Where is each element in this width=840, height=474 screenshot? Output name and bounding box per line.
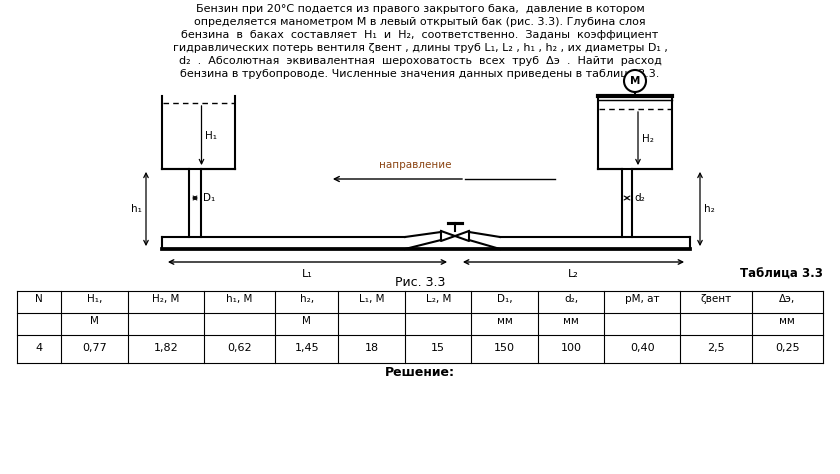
Text: H₂, М: H₂, М (152, 294, 180, 304)
Circle shape (624, 70, 646, 92)
Text: h₂,: h₂, (300, 294, 314, 304)
Text: бензина в трубопроводе. Численные значения данных приведены в таблице 3.3.: бензина в трубопроводе. Численные значен… (181, 69, 659, 79)
Text: H₂: H₂ (642, 134, 654, 144)
Text: d₂,: d₂, (564, 294, 578, 304)
Text: бензина  в  баках  составляет  H₁  и  H₂,  соответственно.  Заданы  коэффициент: бензина в баках составляет H₁ и H₂, соот… (181, 30, 659, 40)
Text: мм: мм (564, 316, 579, 326)
Text: 2,5: 2,5 (707, 343, 725, 353)
Text: 18: 18 (365, 343, 379, 353)
Text: d₂  .  Абсолютная  эквивалентная  шероховатость  всех  труб  Δэ  .  Найти  расхо: d₂ . Абсолютная эквивалентная шероховато… (179, 56, 661, 66)
Text: L₁, М: L₁, М (359, 294, 385, 304)
Text: 4: 4 (35, 343, 43, 353)
Text: М: М (302, 316, 311, 326)
Text: Таблица 3.3: Таблица 3.3 (740, 268, 823, 281)
Text: N: N (35, 294, 43, 304)
Text: Решение:: Решение: (385, 366, 455, 379)
Text: Бензин при 20°С подается из правого закрытого бака,  давление в котором: Бензин при 20°С подается из правого закр… (196, 4, 644, 14)
Text: М: М (630, 76, 640, 86)
Text: D₁,: D₁, (497, 294, 512, 304)
Text: Δэ,: Δэ, (780, 294, 795, 304)
Text: ζвент: ζвент (701, 294, 732, 304)
Text: 100: 100 (561, 343, 582, 353)
Text: направление: направление (379, 160, 451, 170)
Text: мм: мм (496, 316, 512, 326)
Text: L₁: L₁ (302, 269, 312, 279)
Text: Рис. 3.3: Рис. 3.3 (395, 276, 445, 289)
Text: 0,62: 0,62 (227, 343, 252, 353)
Text: гидравлических потерь вентиля ζвент , длины труб L₁, L₂ , h₁ , h₂ , их диаметры : гидравлических потерь вентиля ζвент , дл… (172, 43, 668, 53)
Text: 150: 150 (494, 343, 515, 353)
Text: h₁: h₁ (131, 204, 142, 214)
Text: H₁,: H₁, (87, 294, 102, 304)
Text: L₂, М: L₂, М (426, 294, 451, 304)
Text: d₂: d₂ (634, 193, 645, 203)
Text: H₁: H₁ (206, 131, 218, 141)
Polygon shape (455, 231, 469, 241)
Text: определяется манометром М в левый открытый бак (рис. 3.3). Глубина слоя: определяется манометром М в левый открыт… (194, 17, 646, 27)
Text: М: М (90, 316, 99, 326)
Text: L₂: L₂ (568, 269, 579, 279)
Text: 0,25: 0,25 (775, 343, 800, 353)
Text: D₁: D₁ (203, 193, 215, 203)
Text: h₂: h₂ (704, 204, 715, 214)
Text: 1,82: 1,82 (154, 343, 178, 353)
Text: 0,40: 0,40 (630, 343, 655, 353)
Text: 15: 15 (431, 343, 445, 353)
Polygon shape (441, 231, 455, 241)
Text: 1,45: 1,45 (295, 343, 319, 353)
Text: мм: мм (780, 316, 795, 326)
Text: рМ, ат: рМ, ат (625, 294, 659, 304)
Text: h₁, М: h₁, М (226, 294, 253, 304)
Text: 0,77: 0,77 (82, 343, 107, 353)
